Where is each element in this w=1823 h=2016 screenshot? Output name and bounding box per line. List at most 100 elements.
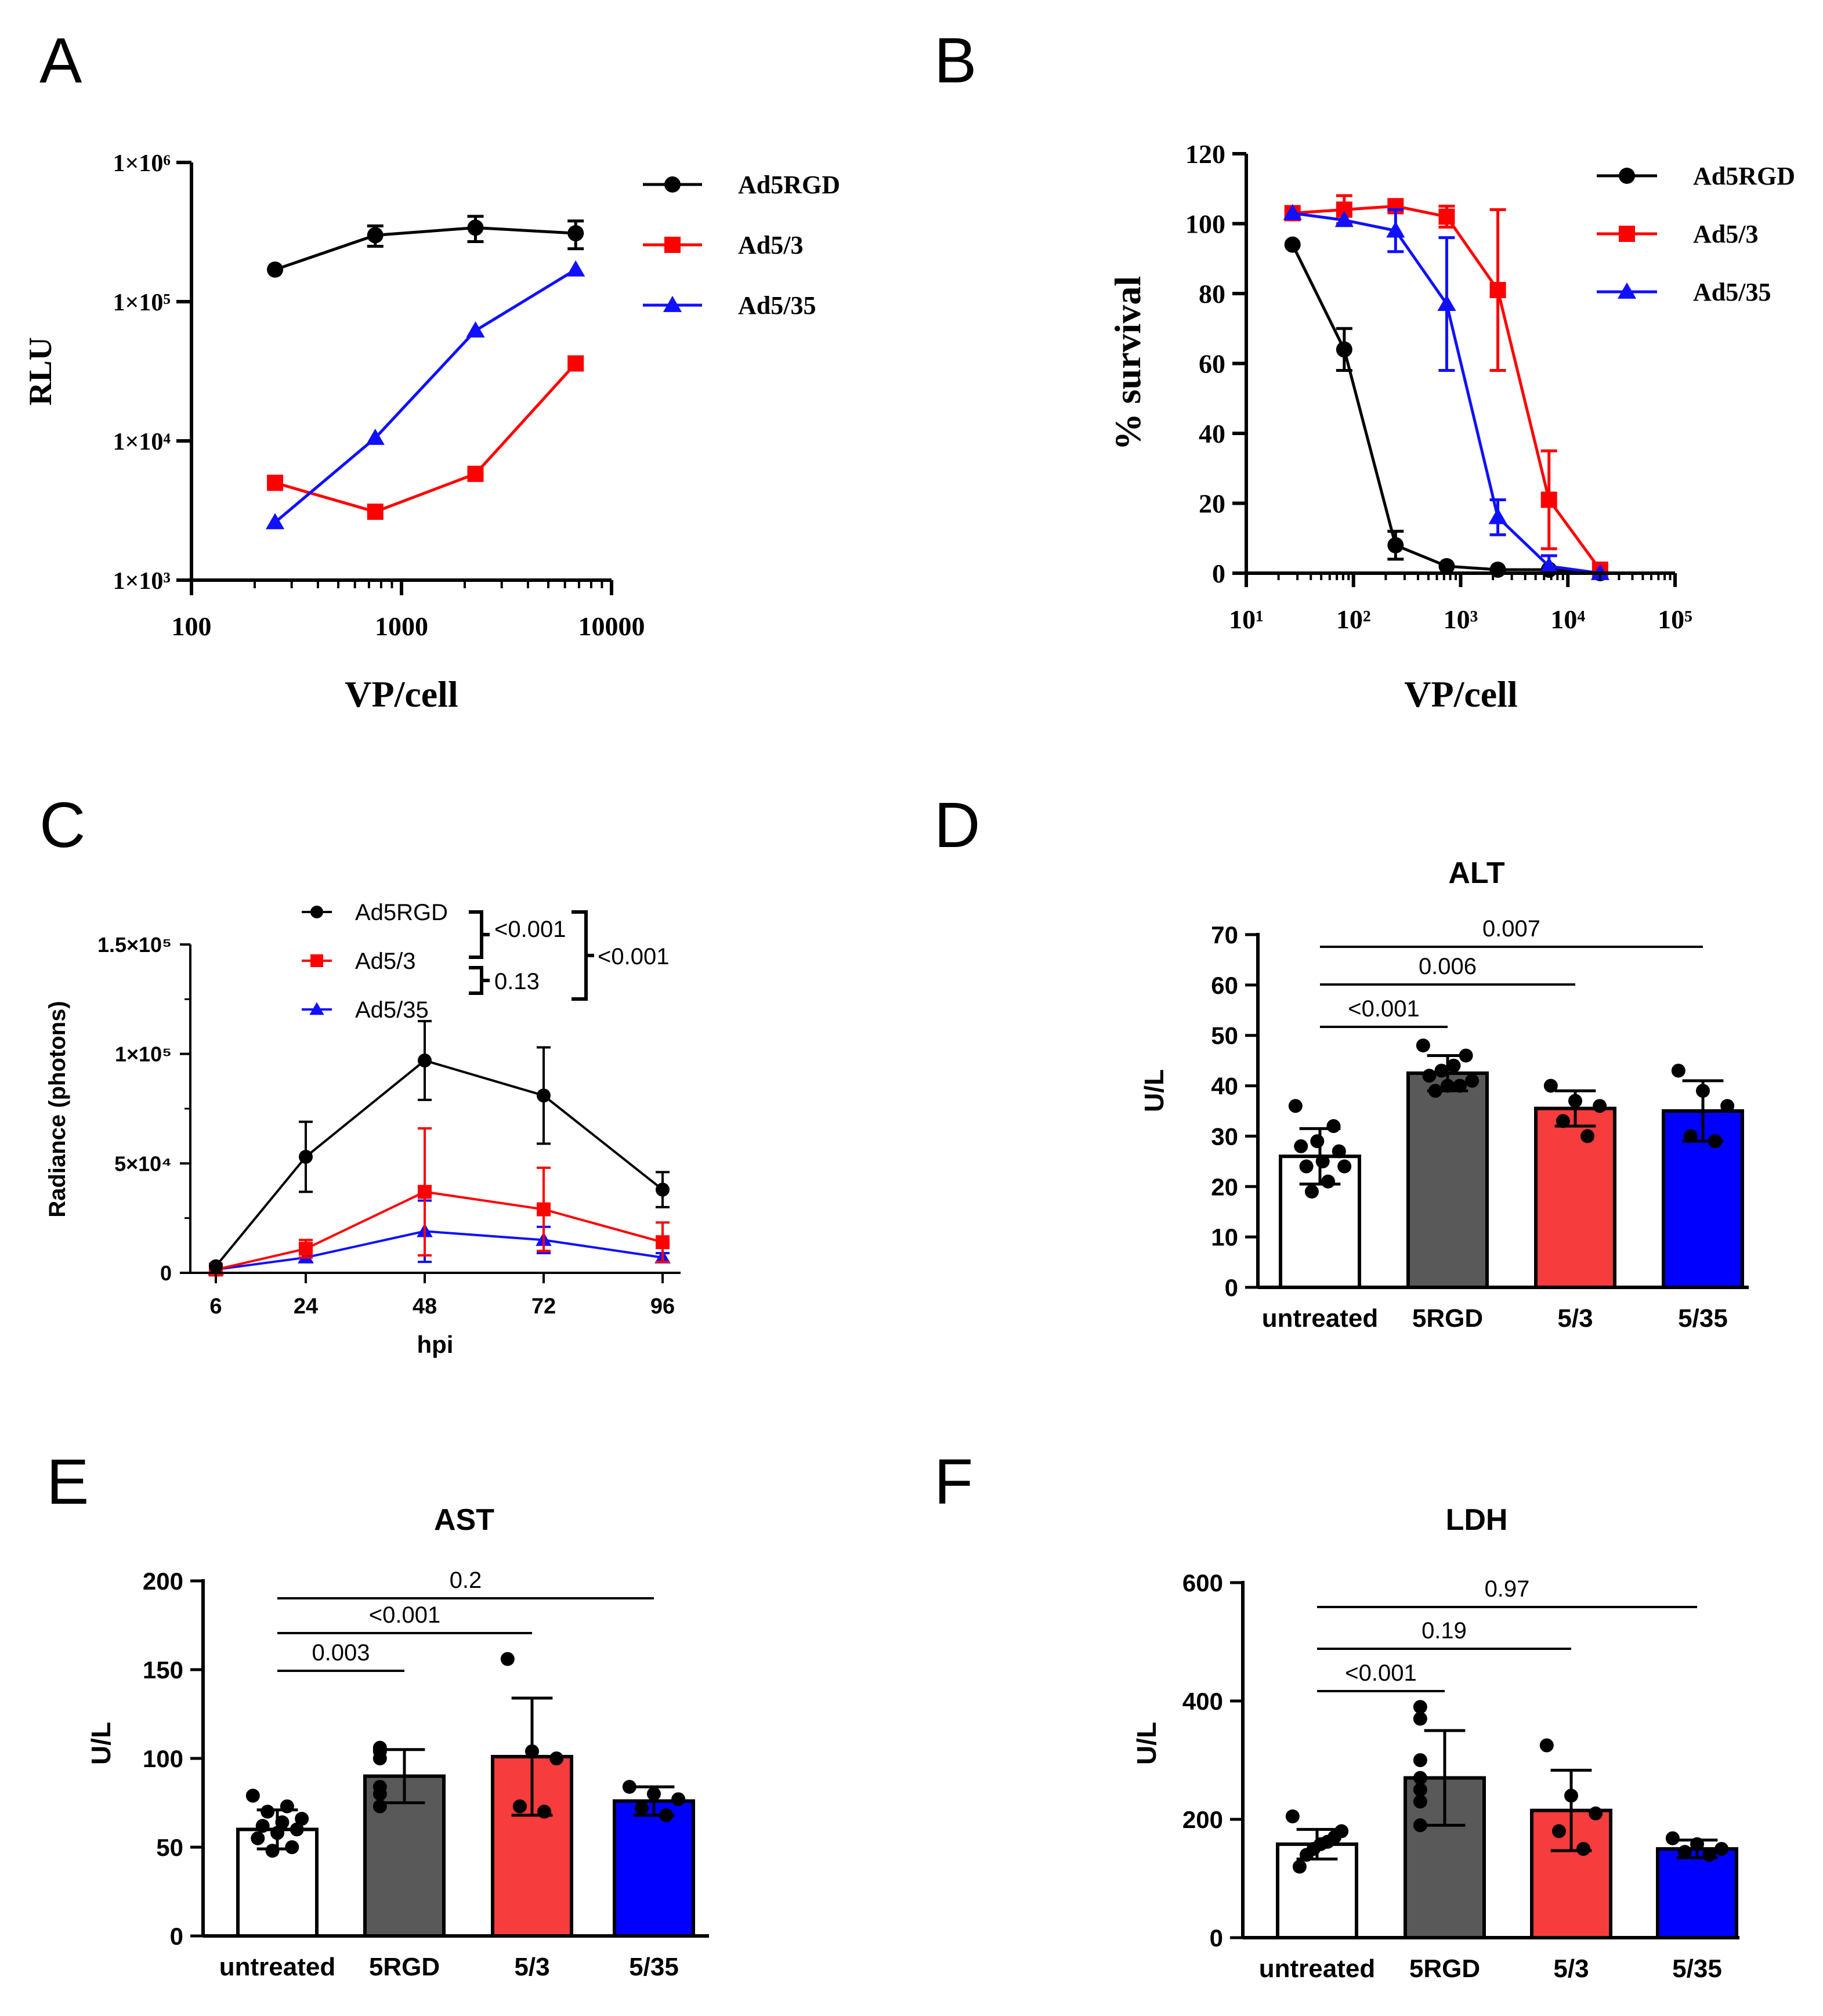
panel-a-ytick-label: 1×10⁵ [113, 289, 171, 316]
data-point-5-35 [1702, 1848, 1717, 1862]
panel-b-ytick-label: 80 [1199, 279, 1225, 309]
y-tick-label: 200 [143, 1568, 183, 1595]
comparison-pvalue: 0.19 [1421, 1618, 1467, 1644]
data-point-5rgd [1413, 1700, 1427, 1714]
error-bar [1424, 1729, 1466, 1827]
data-point-5rgd [372, 1751, 387, 1765]
data-point-5rgd [1413, 1794, 1427, 1809]
panel-label-b: B [934, 25, 976, 96]
data-point-ad5-35 [265, 513, 285, 530]
panel-c-ytick-label: 1.5×10⁵ [97, 933, 172, 957]
x-category-label: 5/3 [514, 1953, 549, 1981]
panel-b-xtick-label: 10⁵ [1658, 605, 1692, 634]
bracket-rgd-vs-ad53 [469, 910, 490, 959]
panel-a-ytick-label: 1×10⁶ [113, 150, 171, 177]
data-point-ad5rgd [1284, 236, 1301, 253]
panel-b-xlabel: VP/cell [1404, 674, 1517, 715]
y-tick-label: 0 [1210, 1924, 1223, 1952]
data-point-5rgd [1446, 1058, 1461, 1073]
y-tick-label: 100 [143, 1745, 183, 1772]
legend-marker [664, 176, 681, 193]
data-point-5-3 [549, 1751, 564, 1765]
data-point-untreated [261, 1804, 275, 1819]
data-point-5rgd [1413, 1711, 1427, 1726]
data-point-ad5-35 [1488, 508, 1507, 524]
data-point-5-35 [1677, 1845, 1692, 1859]
data-point-ad5-3 [656, 1235, 670, 1250]
data-point-untreated [1299, 1159, 1314, 1174]
data-point-ad5rgd [537, 1088, 551, 1103]
data-point-5-3 [1576, 1842, 1591, 1856]
panel-c-chart: 6 24 48 72 96 0 5×10⁴ 1×10⁵ 1.5×10⁵ Radiance (ph… [45, 900, 681, 1358]
data-point-untreated [285, 1840, 299, 1854]
legend-marker [310, 954, 323, 967]
panel-d-ylabel: U/L [1139, 1069, 1169, 1112]
y-tick-label: 70 [1211, 921, 1238, 949]
data-point-ad5-3 [299, 1242, 313, 1256]
legend-marker [1619, 168, 1635, 184]
bracket-ad53-vs-ad535 [469, 966, 490, 995]
panel-a-ytick-label: 1×10⁴ [113, 429, 171, 455]
panel-c-ylabel: Radiance (photons) [45, 1001, 70, 1217]
x-category-label: untreated [1259, 1955, 1375, 1983]
legend-marker [664, 237, 681, 253]
x-category-label: untreated [1262, 1304, 1378, 1333]
y-tick-label: 50 [1211, 1022, 1238, 1049]
data-point-5rgd [1434, 1063, 1449, 1078]
legend-marker [1619, 226, 1635, 242]
panel-c-xtick-label: 72 [531, 1294, 556, 1319]
panel-b-xtick-label: 10² [1336, 605, 1371, 634]
data-point-ad5-35 [1539, 556, 1558, 573]
y-tick-label: 30 [1211, 1123, 1238, 1150]
panel-c-ytick-label: 0 [160, 1261, 172, 1285]
error-bar [1682, 1079, 1724, 1143]
data-point-untreated [1332, 1144, 1346, 1159]
panel-c-ytick-label: 5×10⁴ [114, 1152, 172, 1175]
data-point-untreated [295, 1812, 309, 1826]
panel-e-chart: AST U/L 0 50 100 150 200 untreated 5RGD 5/3 5/35… [86, 1503, 709, 1981]
panel-a-xtick-label: 10000 [578, 611, 645, 641]
error-bar [384, 1748, 425, 1804]
data-point-ad5-35 [1386, 221, 1405, 238]
data-point-ad5-35 [1437, 294, 1456, 311]
data-point-5rgd [1465, 1073, 1480, 1088]
panel-c-ytick-label: 1×10⁵ [115, 1043, 172, 1066]
comparison-pvalue: <0.001 [1345, 1660, 1416, 1686]
panel-b-ytick-label: 120 [1185, 139, 1225, 169]
data-point-untreated [1310, 1134, 1325, 1149]
panel-c-xtick-label: 24 [294, 1294, 318, 1319]
data-point-5-35 [1715, 1842, 1729, 1856]
data-point-5rgd [1413, 1753, 1427, 1767]
data-point-5-35 [671, 1792, 686, 1807]
y-tick-label: 150 [143, 1656, 183, 1684]
data-point-5-3 [1593, 1099, 1607, 1113]
bracket-rgd-vs-ad535 [572, 910, 594, 1001]
panel-b-ytick-label: 0 [1212, 559, 1225, 588]
comparison-pvalue: 0.97 [1485, 1576, 1530, 1602]
panel-b-ytick-label: 60 [1199, 349, 1225, 379]
data-point-ad5-3 [267, 475, 284, 491]
data-point-ad5-3 [1438, 208, 1455, 225]
data-point-5-35 [1671, 1063, 1685, 1078]
data-point-5-35 [1665, 1831, 1680, 1845]
data-point-5-35 [622, 1779, 636, 1794]
y-tick-label: 10 [1211, 1224, 1238, 1251]
error-bar [511, 1696, 553, 1817]
data-point-ad5-35 [1283, 204, 1302, 220]
error-bar [256, 1808, 298, 1851]
y-tick-label: 40 [1211, 1073, 1238, 1100]
panel-b-xtick-label: 10¹ [1229, 605, 1264, 634]
data-point-ad5-35 [566, 260, 585, 277]
error-bar [1676, 1838, 1718, 1859]
legend-marker [309, 1002, 324, 1015]
data-point-ad5rgd [299, 1150, 313, 1164]
legend-label: Ad5/35 [1693, 278, 1771, 306]
legend-marker [663, 295, 682, 312]
data-point-5rgd [1416, 1038, 1430, 1053]
y-tick-label: 20 [1211, 1173, 1238, 1200]
data-point-ad5rgd [267, 261, 284, 278]
data-point-ad5-3 [418, 1185, 432, 1199]
